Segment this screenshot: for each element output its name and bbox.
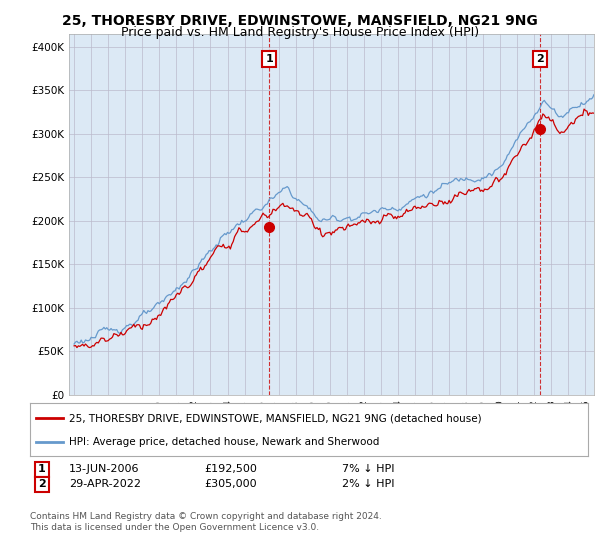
Text: 2: 2 (536, 54, 544, 64)
Text: 25, THORESBY DRIVE, EDWINSTOWE, MANSFIELD, NG21 9NG: 25, THORESBY DRIVE, EDWINSTOWE, MANSFIEL… (62, 14, 538, 28)
Text: £305,000: £305,000 (204, 479, 257, 489)
Text: £192,500: £192,500 (204, 464, 257, 474)
Text: 1: 1 (265, 54, 273, 64)
Text: 7% ↓ HPI: 7% ↓ HPI (342, 464, 395, 474)
Text: Price paid vs. HM Land Registry's House Price Index (HPI): Price paid vs. HM Land Registry's House … (121, 26, 479, 39)
Text: 25, THORESBY DRIVE, EDWINSTOWE, MANSFIELD, NG21 9NG (detached house): 25, THORESBY DRIVE, EDWINSTOWE, MANSFIEL… (69, 413, 482, 423)
Text: 2: 2 (38, 479, 46, 489)
Text: Contains HM Land Registry data © Crown copyright and database right 2024.
This d: Contains HM Land Registry data © Crown c… (30, 512, 382, 532)
Text: 1: 1 (38, 464, 46, 474)
Text: 13-JUN-2006: 13-JUN-2006 (69, 464, 139, 474)
Text: 29-APR-2022: 29-APR-2022 (69, 479, 141, 489)
Text: HPI: Average price, detached house, Newark and Sherwood: HPI: Average price, detached house, Newa… (69, 436, 379, 446)
Text: 2% ↓ HPI: 2% ↓ HPI (342, 479, 395, 489)
